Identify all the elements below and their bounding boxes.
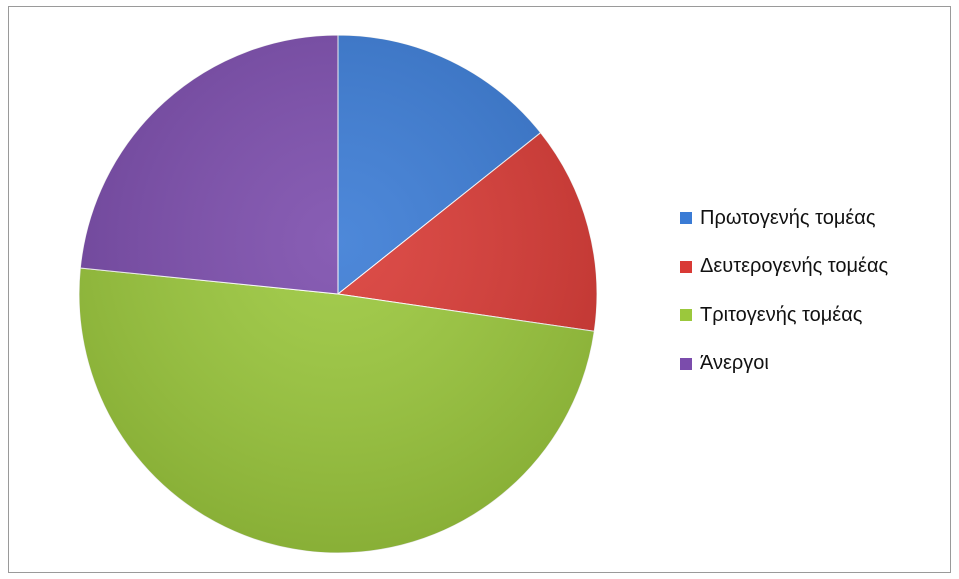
legend-label: Τριτογενής τομέας <box>700 303 863 326</box>
legend-swatch <box>680 309 692 321</box>
legend-swatch <box>680 357 692 370</box>
pie-slice-unemployed <box>79 34 339 295</box>
legend: Πρωτογενής τομέας Δευτερογενής τομέας Τρ… <box>680 206 888 400</box>
legend-label: Πρωτογενής τομέας <box>700 206 876 229</box>
legend-item-secondary: Δευτερογενής τομέας <box>680 255 888 279</box>
legend-label: Άνεργοι <box>700 352 769 374</box>
legend-item-unemployed: Άνεργοι <box>680 352 888 376</box>
legend-item-tertiary: Τριτογενής τομέας <box>680 303 888 327</box>
legend-swatch <box>680 212 692 224</box>
legend-swatch <box>680 260 692 273</box>
legend-item-primary: Πρωτογενής τομέας <box>680 206 888 230</box>
legend-label: Δευτερογενής τομέας <box>700 255 889 277</box>
